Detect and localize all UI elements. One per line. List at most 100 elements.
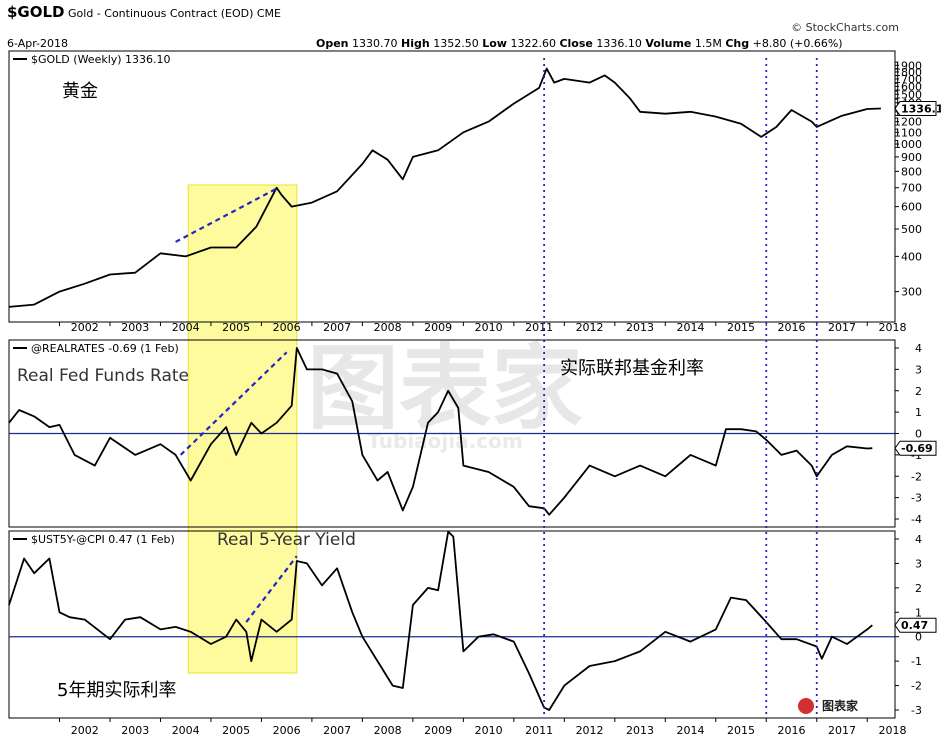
x-tick-label: 2012 bbox=[576, 321, 604, 334]
x-tick-label: 2013 bbox=[626, 724, 654, 737]
x-tick-label: 2006 bbox=[273, 724, 301, 737]
y-tick-label: 4 bbox=[915, 533, 922, 546]
x-tick-label: 2014 bbox=[677, 724, 705, 737]
badge-icon bbox=[798, 698, 814, 714]
x-tick-label: 2017 bbox=[828, 724, 856, 737]
legend-label: @REALRATES -0.69 (1 Feb) bbox=[31, 342, 179, 355]
x-tick-label: 2011 bbox=[525, 321, 553, 334]
y-tick-label: 1000 bbox=[894, 138, 922, 151]
highlight-box bbox=[187, 184, 298, 674]
last-value-label: -0.69 bbox=[901, 442, 933, 455]
x-tick-label: 2008 bbox=[374, 724, 402, 737]
open-value: 1330.70 bbox=[352, 37, 398, 50]
y-tick-label: 800 bbox=[901, 165, 922, 178]
y-tick-label: 1800 bbox=[894, 66, 922, 79]
panel-frame-0 bbox=[8, 50, 896, 323]
y-tick-label: 300 bbox=[901, 286, 922, 299]
real-fed-funds-annotation: Real Fed Funds Rate bbox=[17, 366, 189, 386]
badge-label: 图表家 bbox=[822, 698, 859, 713]
y-tick-label: 1 bbox=[915, 406, 922, 419]
x-tick-label: 2015 bbox=[727, 321, 755, 334]
y-tick-label: -2 bbox=[911, 470, 922, 483]
last-value-tag bbox=[894, 100, 937, 116]
y-tick-label: 600 bbox=[901, 201, 922, 214]
x-tick-label: 2004 bbox=[172, 321, 200, 334]
x-tick-label: 2006 bbox=[273, 321, 301, 334]
y-tick-label: -1 bbox=[911, 655, 922, 668]
watermark-text: 图表家 bbox=[307, 335, 583, 442]
x-tick-label: 2009 bbox=[424, 321, 452, 334]
x-tick-label: 2017 bbox=[828, 321, 856, 334]
legend-label: $GOLD (Weekly) 1336.10 bbox=[31, 53, 171, 66]
y-tick-label: 900 bbox=[901, 151, 922, 164]
series-line-2 bbox=[8, 530, 873, 711]
x-tick-label: 2009 bbox=[424, 724, 452, 737]
symbol-label: $GOLD bbox=[7, 3, 65, 21]
x-tick-label: 2015 bbox=[727, 724, 755, 737]
trendline bbox=[175, 187, 278, 243]
x-tick-label: 2012 bbox=[576, 724, 604, 737]
y-tick-label: 1100 bbox=[894, 126, 922, 139]
x-tick-label: 2005 bbox=[222, 724, 250, 737]
x-tick-label: 2013 bbox=[626, 321, 654, 334]
gold-annotation: 黄金 bbox=[62, 81, 98, 102]
brand-label: StockCharts.com bbox=[805, 21, 899, 34]
x-tick-label: 2008 bbox=[374, 321, 402, 334]
x-tick-label: 2016 bbox=[778, 724, 806, 737]
x-tick-label: 2007 bbox=[323, 724, 351, 737]
last-value-label: 1336.1 bbox=[901, 102, 941, 115]
last-value-label: 0.47 bbox=[901, 619, 928, 632]
chart-date: 6-Apr-2018 bbox=[7, 37, 69, 50]
y-tick-label: 500 bbox=[901, 223, 922, 236]
y-tick-label: 2 bbox=[915, 582, 922, 595]
x-tick-label: 2004 bbox=[172, 724, 200, 737]
y-tick-label: 0 bbox=[915, 428, 922, 441]
y-tick-label: -4 bbox=[911, 513, 922, 526]
series-line-1 bbox=[8, 347, 873, 516]
y-tick-label: 1700 bbox=[894, 73, 922, 86]
x-tick-label: 2007 bbox=[323, 321, 351, 334]
y-tick-label: 1600 bbox=[894, 80, 922, 93]
trendline bbox=[245, 555, 298, 623]
y-tick-label: 1900 bbox=[894, 59, 922, 72]
y-tick-label: 3 bbox=[915, 557, 922, 570]
brand-header: © StockCharts.com bbox=[791, 21, 899, 34]
x-tick-label: 2016 bbox=[778, 321, 806, 334]
y-tick-label: 4 bbox=[915, 342, 922, 355]
y-tick-label: -2 bbox=[911, 680, 922, 693]
description-label: Gold - Continuous Contract (EOD) bbox=[68, 7, 254, 20]
close-value: 1336.10 bbox=[596, 37, 642, 50]
x-tick-label: 2005 bbox=[222, 321, 250, 334]
x-tick-label: 2011 bbox=[525, 724, 553, 737]
x-tick-label: 2018 bbox=[878, 321, 906, 334]
high-value: 1352.50 bbox=[433, 37, 479, 50]
x-tick-label: 2003 bbox=[121, 724, 149, 737]
y-tick-label: 1200 bbox=[894, 116, 922, 129]
y-tick-label: 3 bbox=[915, 363, 922, 376]
x-tick-label: 2010 bbox=[475, 321, 503, 334]
last-value-tag bbox=[894, 617, 937, 633]
y-tick-label: 2 bbox=[915, 385, 922, 398]
y-tick-label: -3 bbox=[911, 492, 922, 505]
y-tick-label: 400 bbox=[901, 250, 922, 263]
y-tick-label: 1 bbox=[915, 606, 922, 619]
exchange-label: CME bbox=[256, 7, 281, 20]
x-tick-label: 2014 bbox=[677, 321, 705, 334]
y-tick-label: 0 bbox=[915, 631, 922, 644]
change-value: +8.80 (+0.66%) bbox=[752, 37, 843, 50]
last-value-tag bbox=[894, 440, 937, 456]
ohlc-readout: Open 1330.70 High 1352.50 Low 1322.60 Cl… bbox=[316, 37, 843, 50]
x-tick-label: 2003 bbox=[121, 321, 149, 334]
series-line-0 bbox=[8, 67, 881, 308]
legend-label: $UST5Y-@CPI 0.47 (1 Feb) bbox=[31, 533, 175, 546]
low-value: 1322.60 bbox=[510, 37, 556, 50]
watermark-domain: Tubiaojia.com bbox=[367, 429, 522, 453]
chart-header-line1: $GOLD Gold - Continuous Contract (EOD) C… bbox=[7, 3, 281, 21]
y-tick-label: 700 bbox=[901, 182, 922, 195]
x-tick-label: 2002 bbox=[71, 724, 99, 737]
volume-value: 1.5M bbox=[694, 37, 722, 50]
real-5y-yield-annotation: Real 5-Year Yield bbox=[217, 530, 356, 550]
real-5y-yield-cn-annotation: 5年期实际利率 bbox=[57, 680, 176, 701]
x-tick-label: 2010 bbox=[475, 724, 503, 737]
x-tick-label: 2002 bbox=[71, 321, 99, 334]
